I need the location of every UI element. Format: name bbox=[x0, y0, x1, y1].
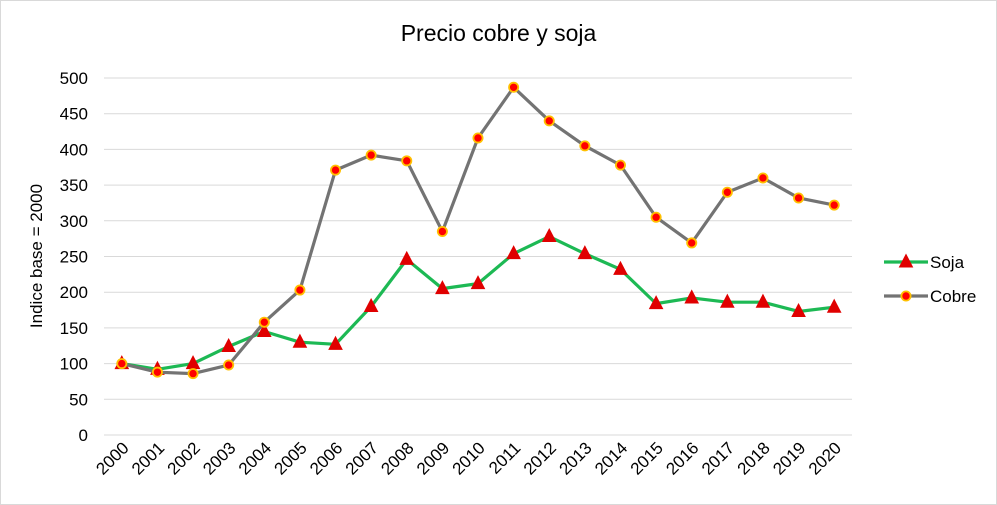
legend-label: Soja bbox=[930, 253, 965, 272]
data-point-circle bbox=[686, 237, 698, 249]
data-point-triangle bbox=[470, 275, 486, 290]
series-soja bbox=[114, 227, 842, 375]
data-point-circle bbox=[828, 199, 840, 211]
x-tick-label: 2013 bbox=[556, 438, 596, 478]
data-point-circle bbox=[116, 358, 128, 370]
y-tick-label: 400 bbox=[60, 140, 88, 159]
data-point-triangle bbox=[256, 322, 272, 338]
y-tick-label: 200 bbox=[60, 283, 88, 302]
data-point-circle bbox=[793, 192, 805, 204]
data-point-circle bbox=[900, 290, 912, 302]
x-tick-label: 2005 bbox=[271, 438, 311, 478]
data-point-circle bbox=[258, 316, 270, 328]
y-tick-label: 300 bbox=[60, 212, 88, 231]
data-point-triangle bbox=[720, 293, 735, 308]
data-point-triangle bbox=[363, 297, 379, 313]
x-tick-label: 2009 bbox=[413, 438, 453, 478]
x-tick-label: 2012 bbox=[520, 438, 560, 478]
data-point-triangle bbox=[791, 302, 806, 318]
data-point-circle bbox=[151, 366, 163, 378]
data-point-triangle bbox=[506, 245, 521, 260]
data-point-circle bbox=[579, 140, 591, 152]
legend: Soja Cobre bbox=[884, 253, 976, 306]
data-point-circle bbox=[330, 164, 342, 176]
series-line bbox=[121, 85, 835, 376]
x-tick-label: 2010 bbox=[449, 438, 489, 478]
legend-item-cobre: Cobre bbox=[884, 287, 976, 306]
data-point-circle bbox=[365, 149, 377, 161]
y-tick-label: 50 bbox=[69, 390, 88, 409]
x-tick-label: 2017 bbox=[698, 438, 738, 478]
y-tick-label: 250 bbox=[60, 248, 88, 267]
data-point-triangle bbox=[435, 280, 450, 295]
x-tick-label: 2000 bbox=[92, 438, 132, 478]
x-tick-label: 2006 bbox=[306, 438, 346, 478]
x-tick-label: 2015 bbox=[627, 438, 667, 478]
data-point-triangle bbox=[613, 260, 628, 275]
data-point-circle bbox=[223, 359, 235, 371]
data-point-circle bbox=[543, 115, 555, 127]
data-point-circle bbox=[401, 155, 413, 167]
x-tick-label: 2001 bbox=[128, 438, 168, 478]
data-point-triangle bbox=[221, 337, 236, 353]
x-tick-label: 2003 bbox=[199, 438, 239, 478]
data-point-circle bbox=[436, 226, 448, 238]
data-point-triangle bbox=[292, 333, 308, 348]
y-tick-label: 350 bbox=[60, 176, 88, 195]
y-tick-label: 500 bbox=[60, 69, 88, 88]
x-tick-label: 2016 bbox=[662, 438, 702, 478]
data-point-triangle bbox=[328, 335, 343, 350]
y-tick-label: 0 bbox=[79, 426, 88, 445]
data-point-circle bbox=[757, 172, 769, 184]
x-tick-label: 2011 bbox=[485, 438, 524, 477]
series-cobre bbox=[116, 81, 840, 380]
x-axis-ticks: 2000200120022003200420052006200720082009… bbox=[92, 438, 845, 478]
data-point-triangle bbox=[577, 245, 593, 260]
x-tick-label: 2020 bbox=[805, 438, 845, 478]
data-point-circle bbox=[294, 284, 306, 296]
chart-title: Precio cobre y soja bbox=[400, 20, 597, 46]
y-tick-label: 150 bbox=[60, 319, 88, 338]
data-point-circle bbox=[508, 81, 520, 93]
data-point-triangle bbox=[399, 250, 415, 265]
data-point-triangle bbox=[826, 298, 842, 313]
data-point-triangle bbox=[755, 293, 771, 308]
legend-item-soja: Soja bbox=[884, 253, 965, 272]
x-tick-label: 2018 bbox=[734, 438, 774, 478]
data-point-circle bbox=[614, 159, 626, 171]
legend-label: Cobre bbox=[930, 287, 976, 306]
series-lines bbox=[114, 81, 842, 380]
data-point-triangle bbox=[684, 289, 700, 304]
x-tick-label: 2019 bbox=[769, 438, 809, 478]
y-axis-ticks: 0 50 100 150 200 250 300 350 400 450 500 bbox=[60, 69, 88, 445]
gridlines bbox=[104, 77, 852, 436]
y-axis-label: Indice base = 2000 bbox=[27, 184, 46, 328]
data-point-circle bbox=[187, 368, 199, 380]
x-tick-label: 2007 bbox=[342, 438, 382, 478]
x-tick-label: 2008 bbox=[377, 438, 417, 478]
x-tick-label: 2014 bbox=[591, 438, 631, 478]
y-tick-label: 450 bbox=[60, 105, 88, 124]
data-point-triangle bbox=[541, 227, 557, 243]
data-point-circle bbox=[472, 132, 484, 144]
data-point-circle bbox=[721, 186, 733, 198]
x-tick-label: 2004 bbox=[235, 438, 275, 478]
data-point-triangle bbox=[898, 253, 914, 268]
x-tick-label: 2002 bbox=[164, 438, 204, 478]
data-point-circle bbox=[650, 211, 662, 223]
y-tick-label: 100 bbox=[60, 355, 88, 374]
data-point-triangle bbox=[648, 295, 664, 310]
